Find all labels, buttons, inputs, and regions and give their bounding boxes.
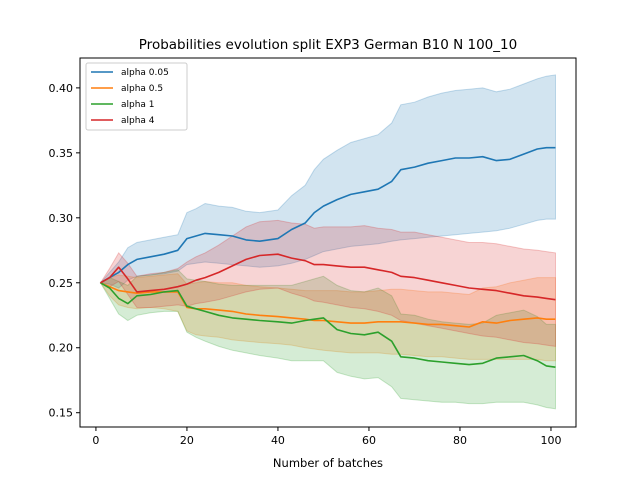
x-tick-label: 40 bbox=[271, 434, 285, 447]
legend-label-alpha-0-05: alpha 0.05 bbox=[121, 68, 169, 78]
y-tick-label: 0.20 bbox=[49, 342, 74, 355]
legend-box bbox=[85, 62, 188, 131]
legend: alpha 0.05 alpha 0.5 alpha 1 alpha 4 bbox=[85, 62, 188, 131]
y-axis-ticks: 0.15 0.20 0.25 0.30 0.35 0.40 bbox=[49, 82, 80, 420]
series-lines bbox=[100, 146, 556, 368]
y-tick-label: 0.35 bbox=[49, 147, 74, 160]
legend-label-alpha-1: alpha 1 bbox=[121, 100, 155, 110]
y-tick-label: 0.25 bbox=[49, 277, 74, 290]
series-line-alpha-1 bbox=[100, 282, 556, 368]
x-tick-label: 80 bbox=[453, 434, 467, 447]
x-axis-label: Number of batches bbox=[273, 456, 383, 470]
x-axis-ticks: 0 20 40 60 80 100 bbox=[92, 427, 561, 447]
series-line-alpha-0-05 bbox=[100, 146, 556, 284]
y-tick-label: 0.15 bbox=[49, 407, 74, 420]
chart-title: Probabilities evolution split EXP3 Germa… bbox=[139, 37, 517, 53]
series-line-alpha-4 bbox=[100, 253, 556, 301]
x-tick-label: 0 bbox=[92, 434, 99, 447]
y-tick-label: 0.30 bbox=[49, 212, 74, 225]
x-tick-label: 60 bbox=[362, 434, 376, 447]
y-tick-label: 0.40 bbox=[49, 82, 74, 95]
plot-frame bbox=[79, 57, 577, 428]
legend-label-alpha-4: alpha 4 bbox=[121, 116, 155, 126]
x-tick-label: 20 bbox=[180, 434, 194, 447]
legend-label-alpha-0-5: alpha 0.5 bbox=[121, 84, 163, 94]
x-tick-label: 100 bbox=[540, 434, 561, 447]
